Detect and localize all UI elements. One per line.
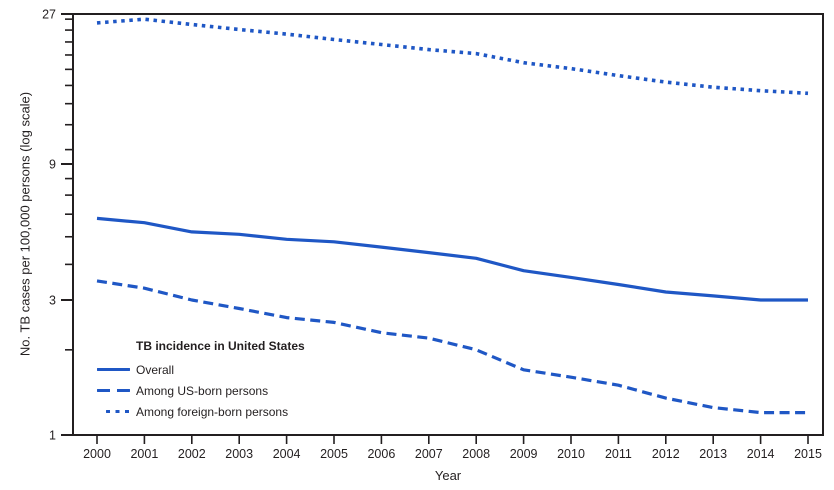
x-tick-label: 2010 <box>557 447 585 461</box>
legend: TB incidence in United States Overall Am… <box>97 339 305 422</box>
x-tick-label: 2006 <box>367 447 395 461</box>
series-line-solid <box>96 216 808 302</box>
x-tick-label: 2009 <box>510 447 538 461</box>
legend-title: TB incidence in United States <box>136 339 305 353</box>
x-tick-label: 2007 <box>415 447 443 461</box>
x-tick-label: 2013 <box>699 447 727 461</box>
y-axis-ticks: 1 3 9 27 <box>42 7 73 442</box>
x-tick-label: 2005 <box>320 447 348 461</box>
plot-frame <box>72 13 824 436</box>
x-axis-ticks: 2000 2001 2002 2003 2004 2005 2006 2007 2008 2009… <box>83 435 822 461</box>
x-tick-label: 2003 <box>225 447 253 461</box>
dotted-line-icon <box>97 409 130 414</box>
x-axis-title: Year <box>434 468 462 483</box>
plot-border <box>72 13 824 436</box>
x-tick-label: 2002 <box>178 447 206 461</box>
legend-label-us-born: Among US-born persons <box>136 383 269 398</box>
data-series <box>96 17 809 415</box>
x-tick-label: 2001 <box>130 447 158 461</box>
series-line-dashed <box>96 279 808 415</box>
legend-item-overall: Overall <box>97 359 305 380</box>
dashed-line-icon <box>97 388 130 393</box>
y-axis-title: No. TB cases per 100,000 persons (log sc… <box>17 91 33 357</box>
solid-line-icon <box>97 367 130 372</box>
y-tick-label: 1 <box>49 428 56 442</box>
x-tick-label: 2014 <box>747 447 775 461</box>
x-tick-label: 2011 <box>605 447 632 461</box>
x-tick-label: 2008 <box>462 447 490 461</box>
y-tick-label: 27 <box>42 7 56 21</box>
legend-label-foreign-born: Among foreign-born persons <box>136 404 289 419</box>
legend-label-overall: Overall <box>136 362 175 377</box>
series-line-dotted <box>96 17 809 96</box>
legend-item-foreign-born: Among foreign-born persons <box>97 401 305 422</box>
x-tick-label: 2012 <box>652 447 680 461</box>
y-tick-label: 3 <box>49 293 56 307</box>
x-tick-label: 2000 <box>83 447 111 461</box>
x-tick-label: 2015 <box>794 447 822 461</box>
legend-item-us-born: Among US-born persons <box>97 380 305 401</box>
y-tick-label: 9 <box>49 157 56 171</box>
x-tick-label: 2004 <box>273 447 301 461</box>
